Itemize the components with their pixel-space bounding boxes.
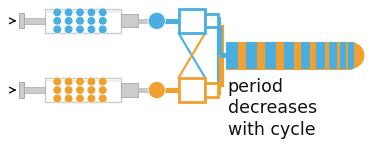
Circle shape [64, 77, 73, 86]
Bar [24, 18, 45, 24]
Circle shape [87, 94, 96, 103]
Bar [46, 10, 120, 13]
Bar [138, 19, 149, 23]
Text: period
decreases
with cycle: period decreases with cycle [228, 78, 317, 139]
Bar [45, 78, 121, 102]
Circle shape [76, 8, 84, 17]
Circle shape [76, 25, 84, 34]
Circle shape [99, 25, 107, 34]
Circle shape [53, 8, 62, 17]
Bar [24, 87, 45, 93]
Circle shape [87, 8, 96, 17]
Bar [205, 86, 220, 94]
Bar [226, 42, 351, 69]
Bar [217, 25, 223, 86]
Circle shape [64, 17, 73, 25]
Bar [265, 42, 276, 69]
Bar [165, 88, 178, 92]
Circle shape [87, 86, 96, 94]
Circle shape [148, 82, 165, 99]
Bar [284, 42, 294, 69]
Bar [205, 83, 218, 97]
Circle shape [338, 42, 364, 69]
Bar [138, 88, 149, 92]
Bar [219, 25, 223, 86]
Bar [301, 42, 310, 69]
Bar [45, 8, 121, 33]
Circle shape [87, 77, 96, 86]
Bar [19, 13, 24, 28]
Bar [316, 42, 325, 69]
Circle shape [53, 77, 62, 86]
Circle shape [64, 86, 73, 94]
Bar [340, 42, 346, 69]
Circle shape [99, 17, 107, 25]
Circle shape [76, 94, 84, 103]
Bar [165, 19, 178, 23]
Bar [348, 42, 354, 69]
Bar [149, 19, 157, 23]
Circle shape [64, 25, 73, 34]
Circle shape [76, 86, 84, 94]
Circle shape [99, 77, 107, 86]
Bar [329, 42, 337, 69]
Bar [178, 78, 205, 102]
Circle shape [53, 94, 62, 103]
Bar [205, 17, 220, 25]
Bar [149, 88, 157, 92]
Circle shape [53, 25, 62, 34]
Bar [46, 80, 120, 82]
Circle shape [99, 86, 107, 94]
Circle shape [87, 25, 96, 34]
Circle shape [64, 94, 73, 103]
Bar [19, 82, 24, 98]
Circle shape [76, 17, 84, 25]
Bar [246, 42, 257, 69]
Bar [178, 8, 205, 33]
Bar [226, 42, 238, 69]
Circle shape [64, 8, 73, 17]
Circle shape [148, 12, 165, 29]
Bar [121, 83, 138, 97]
Bar [121, 14, 138, 27]
Bar [205, 14, 218, 27]
Circle shape [87, 17, 96, 25]
Circle shape [76, 77, 84, 86]
Circle shape [53, 17, 62, 25]
Bar [220, 53, 226, 58]
Circle shape [99, 94, 107, 103]
Circle shape [99, 8, 107, 17]
Circle shape [53, 86, 62, 94]
